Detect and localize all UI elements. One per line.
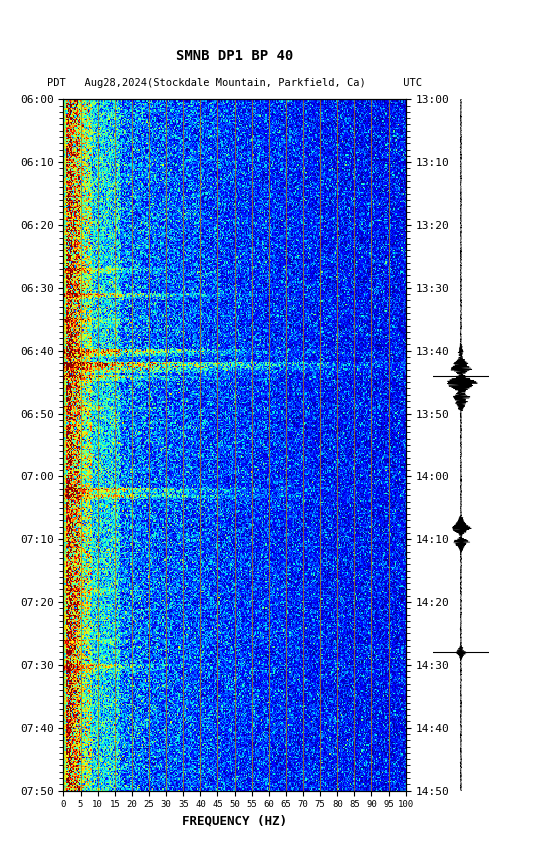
X-axis label: FREQUENCY (HZ): FREQUENCY (HZ) — [182, 815, 287, 828]
Text: PDT   Aug28,2024(Stockdale Mountain, Parkfield, Ca)      UTC: PDT Aug28,2024(Stockdale Mountain, Parkf… — [47, 79, 422, 88]
Text: SMNB DP1 BP 40: SMNB DP1 BP 40 — [176, 49, 293, 63]
